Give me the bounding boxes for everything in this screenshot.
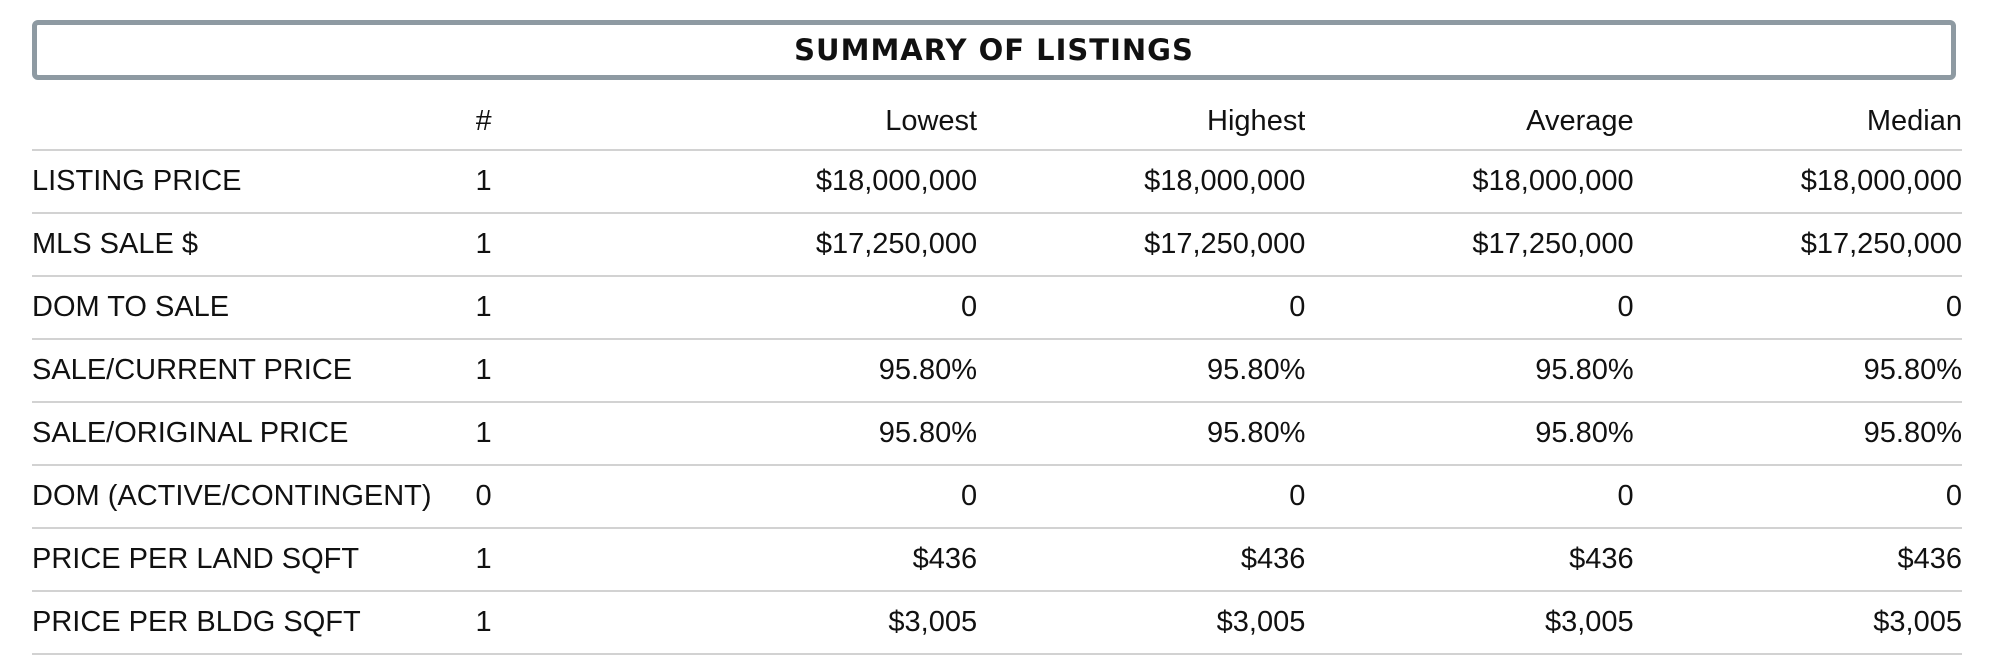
row-label: SALE/CURRENT PRICE [32,339,476,403]
row-median: 95.80% [1633,402,1962,466]
row-label: SALE/ORIGINAL PRICE [32,402,476,466]
row-average: 0 [1305,276,1634,340]
table-row: DOM TO SALE 1 0 0 0 0 [32,276,1962,340]
row-median: $3,005 [1633,591,1962,655]
table-row: PRICE PER LAND SQFT 1 $436 $436 $436 $43… [32,528,1962,592]
row-label: PRICE PER LAND SQFT [32,528,476,592]
row-median: 0 [1633,276,1962,340]
row-count: 1 [475,339,649,403]
row-average: $3,005 [1305,591,1634,655]
row-lowest: 95.80% [648,339,978,403]
row-label: DOM (ACTIVE/CONTINGENT) [32,465,476,529]
header-label [32,94,476,151]
summary-title-box: SUMMARY OF LISTINGS [32,20,1956,80]
row-highest: 95.80% [977,339,1306,403]
header-row: # Lowest Highest Average Median [32,94,1962,151]
row-lowest: $17,250,000 [648,213,978,277]
row-label: MLS SALE $ [32,213,476,277]
row-median: $436 [1633,528,1962,592]
table-row: DOM (ACTIVE/CONTINGENT) 0 0 0 0 0 [32,465,1962,529]
row-highest: 0 [977,276,1306,340]
row-median: 95.80% [1633,339,1962,403]
table-row: MLS SALE $ 1 $17,250,000 $17,250,000 $17… [32,213,1962,277]
row-count: 0 [475,465,649,529]
row-count: 1 [475,150,649,214]
row-median: $18,000,000 [1633,150,1962,214]
table-row: LISTING PRICE 1 $18,000,000 $18,000,000 … [32,150,1962,214]
row-average: $17,250,000 [1305,213,1634,277]
row-average: 95.80% [1305,402,1634,466]
row-count: 1 [475,402,649,466]
summary-table: # Lowest Highest Average Median LISTING … [32,94,1962,655]
row-average: 0 [1305,465,1634,529]
header-highest: Highest [977,94,1306,151]
row-count: 1 [475,528,649,592]
row-label: LISTING PRICE [32,150,476,214]
row-average: $18,000,000 [1305,150,1634,214]
table-row: SALE/ORIGINAL PRICE 1 95.80% 95.80% 95.8… [32,402,1962,466]
row-highest: $3,005 [977,591,1306,655]
row-highest: 95.80% [977,402,1306,466]
row-average: 95.80% [1305,339,1634,403]
table-row: SALE/CURRENT PRICE 1 95.80% 95.80% 95.80… [32,339,1962,403]
row-lowest: 0 [648,465,978,529]
row-count: 1 [475,276,649,340]
row-highest: $18,000,000 [977,150,1306,214]
row-highest: $436 [977,528,1306,592]
row-label: DOM TO SALE [32,276,476,340]
row-median: 0 [1633,465,1962,529]
row-lowest: 95.80% [648,402,978,466]
header-average: Average [1305,94,1634,151]
header-median: Median [1633,94,1962,151]
row-lowest: $18,000,000 [648,150,978,214]
row-highest: $17,250,000 [977,213,1306,277]
header-count: # [475,94,649,151]
row-count: 1 [475,213,649,277]
row-lowest: $3,005 [648,591,978,655]
row-median: $17,250,000 [1633,213,1962,277]
table-row: PRICE PER BLDG SQFT 1 $3,005 $3,005 $3,0… [32,591,1962,655]
row-lowest: $436 [648,528,978,592]
summary-title: SUMMARY OF LISTINGS [794,33,1194,67]
row-average: $436 [1305,528,1634,592]
row-highest: 0 [977,465,1306,529]
row-label: PRICE PER BLDG SQFT [32,591,476,655]
header-lowest: Lowest [648,94,978,151]
row-lowest: 0 [648,276,978,340]
row-count: 1 [475,591,649,655]
